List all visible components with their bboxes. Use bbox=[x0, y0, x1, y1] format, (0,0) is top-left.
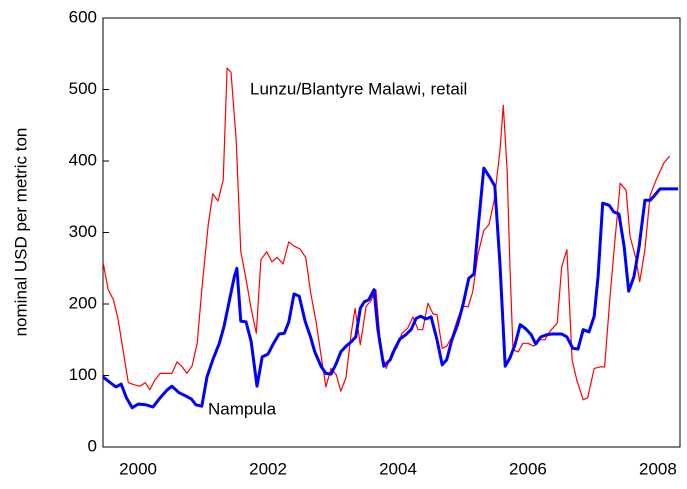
y-tick-label: 500 bbox=[69, 79, 97, 98]
x-tick-label: 2002 bbox=[249, 459, 287, 478]
series-line bbox=[102, 67, 671, 401]
x-tick-label: 2008 bbox=[639, 459, 677, 478]
y-tick-label: 600 bbox=[69, 7, 97, 26]
x-tick-label: 2004 bbox=[379, 459, 417, 478]
y-tick-label: 0 bbox=[88, 436, 97, 455]
y-axis-label: nominal USD per metric ton bbox=[11, 128, 30, 337]
series-label: Nampula bbox=[208, 399, 277, 418]
y-tick-label: 300 bbox=[69, 222, 97, 241]
y-tick-label: 200 bbox=[69, 293, 97, 312]
y-tick-label: 100 bbox=[69, 365, 97, 384]
series-line bbox=[102, 166, 679, 410]
x-tick-label: 2006 bbox=[509, 459, 547, 478]
x-tick-label: 2000 bbox=[119, 459, 157, 478]
y-tick-label: 400 bbox=[69, 150, 97, 169]
series-label: Lunzu/Blantyre Malawi, retail bbox=[250, 79, 467, 98]
